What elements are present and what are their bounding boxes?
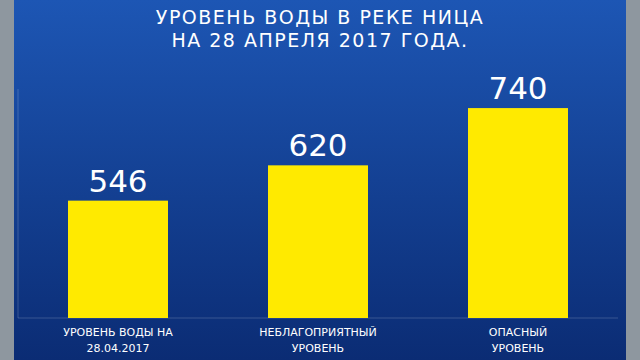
photo-background [0, 0, 640, 360]
bar [468, 108, 568, 318]
title-line: УРОВЕНЬ ВОДЫ В РЕКЕ НИЦА [156, 6, 484, 28]
data-label: 740 [488, 70, 547, 106]
bars [68, 108, 568, 318]
category-line: НЕБЛАГОПРИЯТНЫЙ [259, 326, 377, 339]
category-label: НЕБЛАГОПРИЯТНЫЙ УРОВЕНЬ [259, 326, 377, 355]
panel [14, 0, 626, 360]
category-line: УРОВЕНЬ ВОДЫ НА [63, 326, 173, 339]
category-line: УРОВЕНЬ [292, 342, 344, 355]
y-axis-line [18, 89, 19, 318]
data-label: 546 [88, 163, 147, 199]
title: УРОВЕНЬ ВОДЫ В РЕКЕ НИЦАНА 28 АПРЕЛЯ 201… [156, 6, 484, 51]
category-line: УРОВЕНЬ [492, 342, 544, 355]
category-line: ОПАСНЫЙ [489, 326, 547, 339]
category-label: УРОВЕНЬ ВОДЫ НА 28.04.2017 [63, 326, 173, 355]
category-label: ОПАСНЫЙ УРОВЕНЬ [489, 326, 547, 355]
bar [268, 165, 368, 318]
chart: УРОВЕНЬ ВОДЫ В РЕКЕ НИЦАНА 28 АПРЕЛЯ 201… [0, 0, 640, 360]
data-label: 620 [288, 127, 347, 163]
title-line: НА 28 АПРЕЛЯ 2017 ГОДА. [171, 29, 468, 51]
bar [68, 201, 168, 318]
category-line: 28.04.2017 [87, 342, 150, 355]
